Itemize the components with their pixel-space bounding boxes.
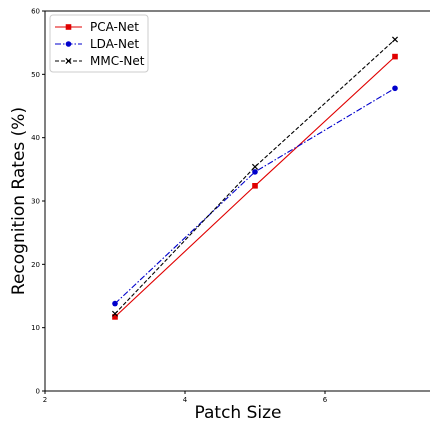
legend-box [49,14,149,73]
y-tick-label: 50 [31,71,40,79]
y-tick-label: 0 [36,388,40,396]
data-point-lda-net [112,300,118,307]
y-tick-label: 30 [31,198,40,206]
y-tick-label: 20 [31,261,40,269]
y-axis-ticks: 0 10 20 30 40 50 60 [31,8,45,396]
x-axis-title: Patch Size [195,403,282,423]
data-point-mmc-net [111,310,119,317]
series-mmc-net [111,36,399,317]
data-point-pca-net [252,183,258,189]
x-axis-ticks: 2468 [43,391,328,404]
series-lda-net [112,85,398,307]
x-marker-stroke [65,57,72,65]
data-point-mmc-net [391,36,399,43]
x-tick-label: 4 [183,396,188,404]
series-line-lda-net [114,87,396,305]
y-tick-label: 10 [31,324,40,332]
legend: PCA-Net LDA-Net MMC-Net [49,14,149,73]
data-point-lda-net [392,85,398,92]
legend-marker-lda-net [65,41,72,47]
data-point-pca-net [112,314,118,320]
x-tick-label: 6 [323,396,328,404]
legend-marker-pca-net [65,24,72,30]
legend-marker-mmc-net [65,57,72,65]
x-marker-stroke [111,310,119,317]
data-point-lda-net [252,169,258,175]
legend-label-lda-net: LDA-Net [90,37,139,51]
x-marker-stroke [251,163,259,170]
data-point-mmc-net [251,163,259,170]
legend-label-pca-net: PCA-Net [90,20,139,34]
series-line-mmc-net [114,39,396,315]
series-pca-net [112,53,398,320]
x-marker-stroke [391,36,399,43]
legend-label-mmc-net: MMC-Net [90,54,145,68]
y-tick-label: 60 [31,8,40,16]
x-tick-label: 2 [43,396,47,404]
y-axis-title: Recognition Rates (%) [9,107,29,295]
series-layer [111,36,399,320]
y-tick-label: 40 [31,134,40,142]
data-point-pca-net [392,53,398,60]
